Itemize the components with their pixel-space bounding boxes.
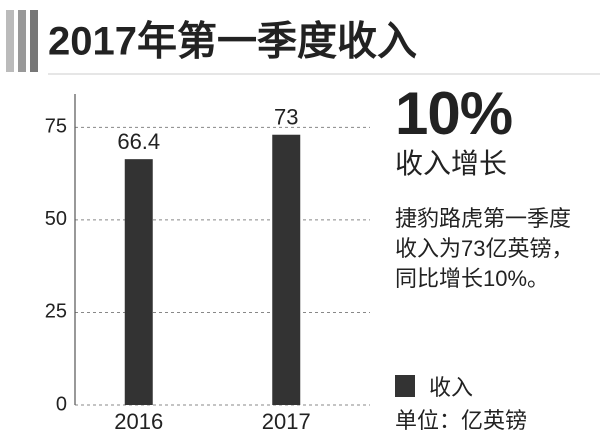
title-icon (18, 10, 26, 72)
title-icon (30, 10, 38, 72)
legend: 收入 (395, 370, 473, 402)
side-panel: 10% 收入增长 捷豹路虎第一季度收入为73亿英镑，同比增长10%。 (395, 82, 595, 294)
unit-label: 单位：亿英镑 (395, 408, 528, 433)
x-tick-label: 2016 (114, 409, 163, 434)
note: 捷豹路虎第一季度收入为73亿英镑，同比增长10%。 (395, 206, 574, 291)
headline: 10% (395, 80, 513, 147)
subhead: 收入增长 (395, 148, 508, 179)
legend-swatch (395, 375, 415, 397)
y-tick-label: 50 (45, 208, 67, 230)
data-label: 66.4 (117, 129, 160, 154)
y-tick-label: 25 (45, 301, 67, 323)
bar (272, 134, 301, 405)
x-tick-label: 2017 (262, 409, 311, 434)
title-icon (6, 10, 14, 72)
legend-label: 收入 (429, 375, 474, 400)
y-tick-label: 75 (45, 116, 67, 138)
bar (124, 159, 153, 405)
data-label: 73 (274, 105, 298, 130)
y-tick-label: 0 (56, 393, 67, 415)
chart-title: 2017年第一季度收入 (48, 20, 417, 64)
